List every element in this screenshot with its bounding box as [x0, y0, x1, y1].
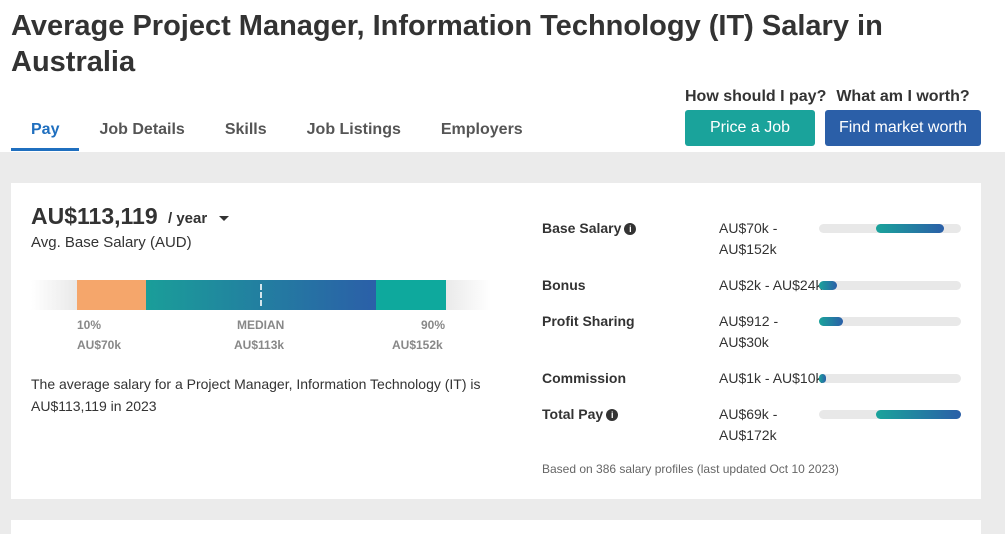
base-salary-fill — [875, 224, 944, 233]
tab-employers[interactable]: Employers — [440, 121, 523, 138]
info-icon[interactable]: i — [606, 409, 619, 421]
base-salary-range: AU$70k - AU$152k — [719, 220, 778, 257]
worth-question-label: What am I worth? — [836, 88, 970, 105]
base-salary-text: Base Salary — [542, 220, 622, 236]
info-icon[interactable]: i — [624, 223, 637, 235]
pay-question-label: How should I pay? — [685, 88, 827, 105]
bonus-fill — [819, 281, 838, 290]
base-salary-label: Base Salary i — [542, 220, 637, 236]
price-job-group: How should I pay? Price a Job — [685, 88, 826, 146]
page-header: Average Project Manager, Information Tec… — [0, 0, 1005, 152]
next-card — [11, 520, 981, 540]
base-salary-track — [819, 224, 961, 233]
commission-track — [819, 374, 961, 383]
pay-period-selector[interactable]: / year — [168, 210, 208, 227]
p90-value: AU$152k — [392, 338, 443, 352]
p10-label: 10% — [77, 318, 102, 332]
bonus-label: Bonus — [542, 277, 586, 293]
commission-fill — [819, 374, 827, 383]
tab-job-details[interactable]: Job Details — [99, 121, 185, 138]
commission-range: AU$1k - AU$10k — [719, 370, 823, 386]
tab-pay[interactable]: Pay — [11, 110, 80, 151]
total-pay-fill — [875, 410, 961, 419]
salary-range-bar — [31, 280, 491, 310]
commission-label: Commission — [542, 370, 627, 386]
median-label: MEDIAN — [237, 318, 285, 332]
bonus-track — [819, 281, 961, 290]
total-pay-label: Total Pay i — [542, 406, 619, 422]
page-title: Average Project Manager, Information Tec… — [11, 10, 883, 78]
price-a-job-button[interactable]: Price a Job — [685, 110, 815, 146]
profit-sharing-fill — [819, 317, 844, 326]
range-high-segment — [376, 280, 446, 310]
salary-description: The average salary for a Project Manager… — [31, 376, 481, 414]
tab-skills[interactable]: Skills — [224, 121, 267, 138]
p10-value: AU$70k — [77, 338, 122, 352]
chevron-down-icon[interactable] — [219, 216, 229, 221]
tab-bar: Pay Job Details Skills Job Listings Empl… — [11, 110, 543, 151]
total-pay-track — [819, 410, 961, 419]
profit-sharing-track — [819, 317, 961, 326]
profit-sharing-range: AU$912 - AU$30k — [719, 313, 779, 350]
total-pay-range: AU$69k - AU$172k — [719, 406, 778, 443]
average-salary-label: Avg. Base Salary (AUD) — [31, 234, 192, 251]
median-value: AU$113k — [234, 338, 285, 352]
p90-label: 90% — [421, 318, 446, 332]
data-source-footnote: Based on 386 salary profiles (last updat… — [542, 462, 839, 476]
find-market-worth-button[interactable]: Find market worth — [825, 110, 981, 146]
range-low-segment — [77, 280, 146, 310]
median-marker — [260, 284, 262, 306]
average-salary-value: AU$113,119 — [31, 203, 158, 229]
tab-job-listings[interactable]: Job Listings — [306, 121, 401, 138]
market-worth-group: What am I worth? Find market worth — [825, 88, 981, 146]
salary-card: AU$113,119 / year Avg. Base Salary (AUD)… — [11, 183, 981, 499]
total-pay-text: Total Pay — [542, 406, 604, 422]
bonus-range: AU$2k - AU$24k — [719, 277, 823, 293]
profit-sharing-label: Profit Sharing — [542, 313, 635, 329]
